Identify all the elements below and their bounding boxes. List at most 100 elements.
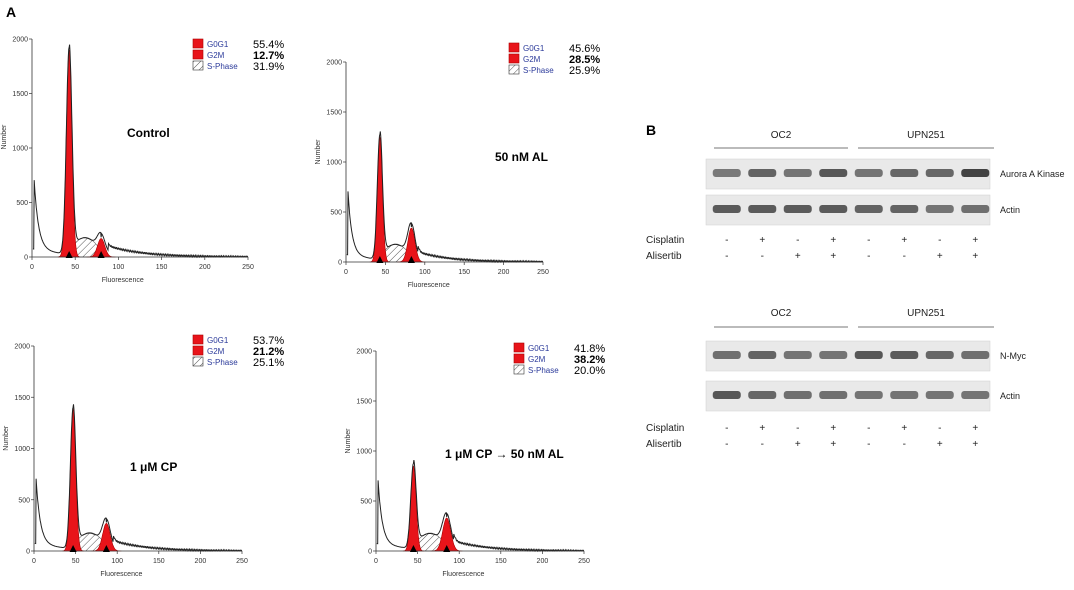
treatment-sign: - xyxy=(938,235,941,246)
protein-band xyxy=(819,205,848,213)
y-axis-label: Number xyxy=(3,425,10,451)
legend-value: 53.7% xyxy=(253,335,284,347)
treatment-sign: + xyxy=(972,439,978,450)
legend-value: 55.4% xyxy=(253,39,284,51)
treatment-sign: - xyxy=(761,439,764,450)
protein-band xyxy=(748,391,777,399)
treatment-sign: - xyxy=(796,423,799,434)
legend-value: 12.7% xyxy=(253,50,284,62)
y-tick-label: 2000 xyxy=(12,37,28,44)
legend-label: S-Phase xyxy=(528,366,559,375)
x-tick-label: 200 xyxy=(195,558,207,565)
peak-marker xyxy=(443,545,451,552)
g2m-peak xyxy=(91,522,122,552)
band-label: N-Myc xyxy=(1000,351,1026,361)
treatment-sign: - xyxy=(725,439,728,450)
protein-band xyxy=(819,391,848,399)
band-label: Actin xyxy=(1000,205,1020,215)
legend-swatch xyxy=(192,345,204,356)
treatment-sign: + xyxy=(972,423,978,434)
y-tick-label: 500 xyxy=(18,497,30,504)
x-tick-label: 250 xyxy=(537,269,549,276)
histogram-4: 0 50 100 150 200 250 0 500 1000 1500 2000 Fluoresce… xyxy=(345,342,605,578)
legend-swatch xyxy=(192,334,204,345)
band-label: Aurora A Kinase xyxy=(1000,169,1065,179)
y-tick-label: 1500 xyxy=(326,110,342,117)
legend-value: 25.1% xyxy=(253,357,284,369)
peak-marker xyxy=(407,256,415,263)
legend: G0G1 53.7% G2M 21.2% S-Phase 25.1% xyxy=(192,334,284,369)
protein-band xyxy=(748,351,777,359)
g0g1-peak xyxy=(62,408,84,552)
protein-band xyxy=(783,205,812,213)
y-tick-label: 0 xyxy=(26,549,30,556)
legend-swatch xyxy=(192,38,204,49)
legend-value: 38.2% xyxy=(574,354,605,366)
legend-swatch xyxy=(192,49,204,60)
legend-swatch xyxy=(508,42,520,53)
legend: G0G1 45.6% G2M 28.5% S-Phase 25.9% xyxy=(508,42,600,77)
protein-band xyxy=(819,169,848,177)
x-tick-label: 250 xyxy=(578,558,590,565)
histogram-3: 0 50 100 150 200 250 0 500 1000 1500 2000 Fluoresce… xyxy=(3,334,284,578)
y-tick-label: 0 xyxy=(368,549,372,556)
legend: G0G1 41.8% G2M 38.2% S-Phase 20.0% xyxy=(513,342,605,377)
protein-band xyxy=(961,205,990,213)
x-tick-label: 100 xyxy=(453,558,465,565)
legend-value: 21.2% xyxy=(253,346,284,358)
x-axis-label: Fluorescence xyxy=(102,277,144,284)
treatment-sign: + xyxy=(937,251,943,262)
x-tick-label: 200 xyxy=(199,264,211,271)
x-tick-label: 150 xyxy=(495,558,507,565)
legend-value: 20.0% xyxy=(574,365,605,377)
legend-label: G0G1 xyxy=(523,44,545,53)
chart-title: 1 μM CP → 50 nM AL xyxy=(445,447,564,461)
group-label: UPN251 xyxy=(907,308,945,319)
treatment-sign: + xyxy=(759,235,765,246)
legend-swatch xyxy=(508,53,520,64)
treatment-sign: + xyxy=(830,423,836,434)
x-tick-label: 0 xyxy=(30,264,34,271)
treatment-sign: - xyxy=(867,423,870,434)
treatment-sign: + xyxy=(901,235,907,246)
protein-band xyxy=(925,351,954,359)
legend-label: G2M xyxy=(523,55,541,64)
legend-value: 28.5% xyxy=(569,54,600,66)
protein-band xyxy=(854,391,883,399)
y-tick-label: 2000 xyxy=(326,60,342,67)
protein-band xyxy=(961,391,990,399)
protein-band xyxy=(783,391,812,399)
y-tick-label: 1000 xyxy=(12,146,28,153)
y-tick-label: 1500 xyxy=(12,91,28,98)
x-tick-label: 100 xyxy=(419,269,431,276)
y-tick-label: 1000 xyxy=(14,446,30,453)
x-tick-label: 250 xyxy=(242,264,254,271)
y-tick-label: 1000 xyxy=(356,449,372,456)
protein-band xyxy=(854,169,883,177)
protein-band xyxy=(748,205,777,213)
histogram-2: 0 50 100 150 200 250 0 500 1000 1500 2000 Fluoresce… xyxy=(315,42,600,289)
chart-title: 1 μM CP xyxy=(130,460,177,474)
protein-band xyxy=(748,169,777,177)
legend: G0G1 55.4% G2M 12.7% S-Phase 31.9% xyxy=(192,38,284,73)
treatment-sign: + xyxy=(830,251,836,262)
legend-label: G0G1 xyxy=(207,40,229,49)
treatment-sign: - xyxy=(796,235,799,246)
legend-value: 41.8% xyxy=(574,343,605,355)
legend-value: 45.6% xyxy=(569,43,600,55)
peak-marker xyxy=(97,251,105,258)
protein-band xyxy=(712,391,741,399)
g2m-peak xyxy=(86,238,116,258)
x-tick-label: 50 xyxy=(414,558,422,565)
legend-label: G0G1 xyxy=(528,344,550,353)
y-tick-label: 1500 xyxy=(14,395,30,402)
g0g1-peak xyxy=(402,465,425,552)
x-tick-label: 150 xyxy=(153,558,165,565)
legend-label: G2M xyxy=(528,355,546,364)
protein-band xyxy=(890,205,919,213)
protein-band xyxy=(890,391,919,399)
y-tick-label: 1500 xyxy=(356,399,372,406)
x-tick-label: 0 xyxy=(344,269,348,276)
band-label: Actin xyxy=(1000,391,1020,401)
